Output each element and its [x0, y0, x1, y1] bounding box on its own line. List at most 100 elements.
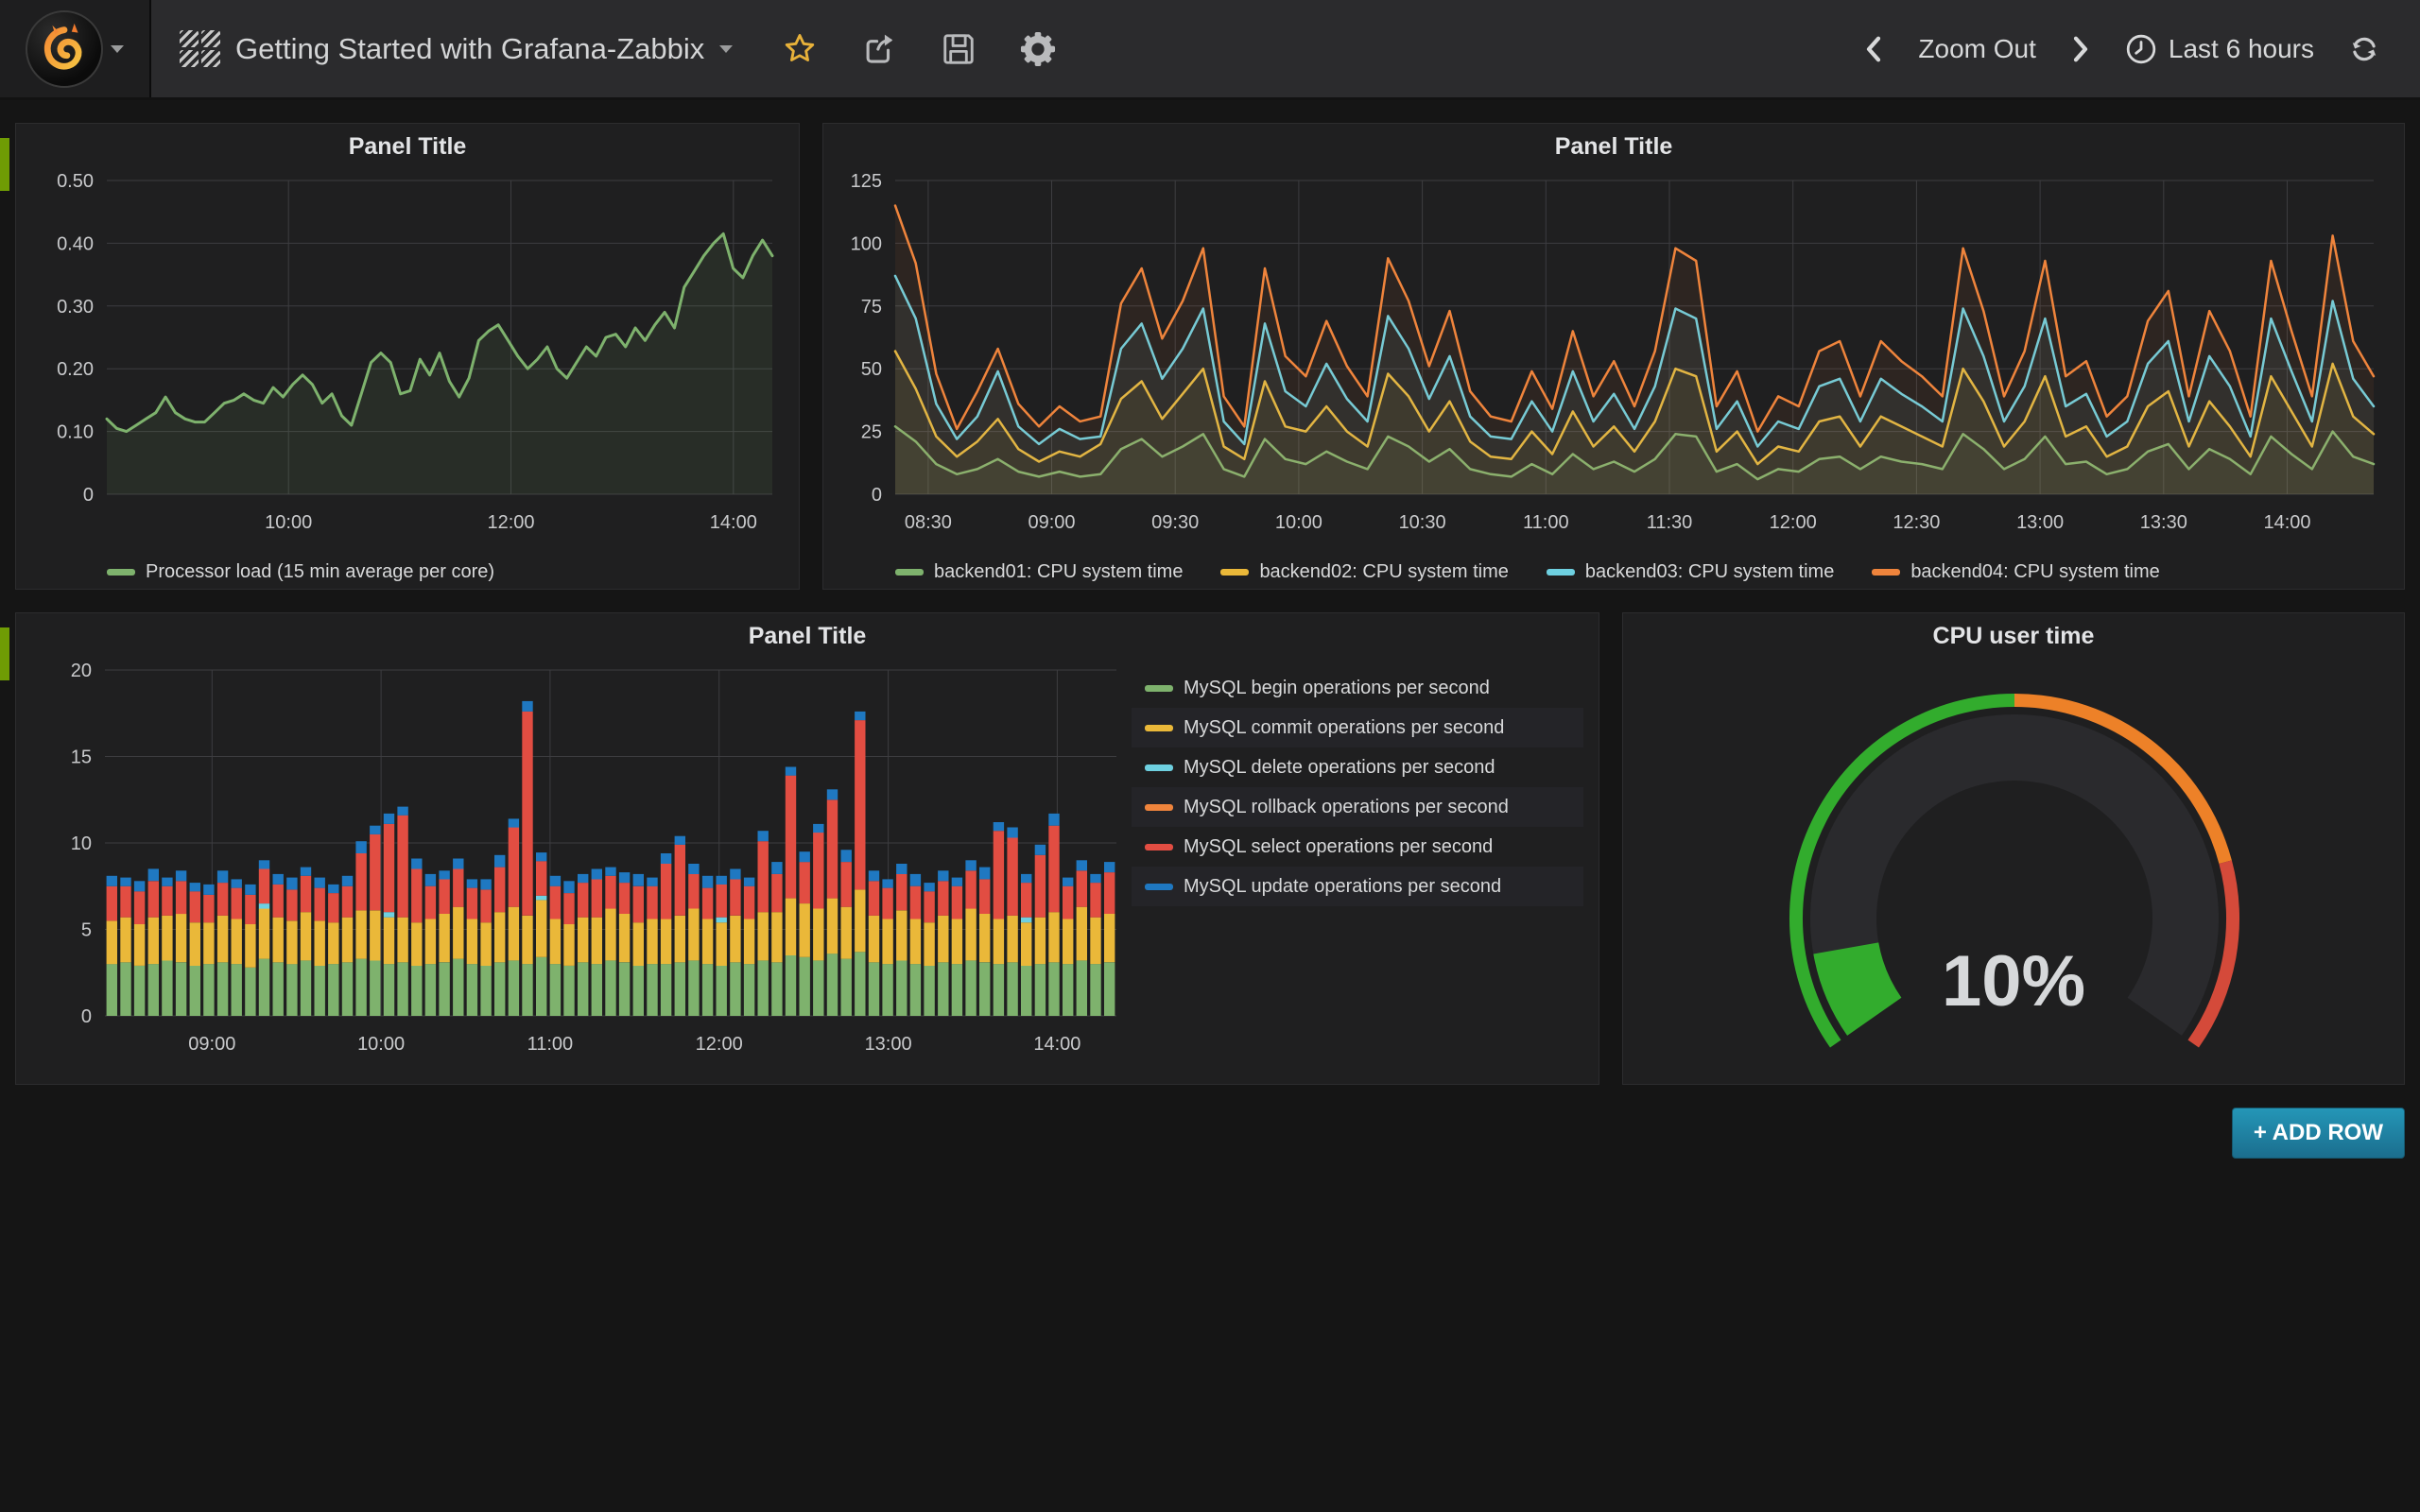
svg-text:75: 75 [861, 297, 882, 318]
legend-item[interactable]: MySQL select operations per second [1132, 827, 1583, 867]
grafana-logo-icon [26, 9, 103, 88]
row-menu-handle-2[interactable] [0, 627, 9, 680]
legend-color-dash [1546, 568, 1575, 576]
star-icon[interactable] [782, 31, 818, 67]
svg-text:12:00: 12:00 [1770, 512, 1817, 533]
svg-text:12:30: 12:30 [1893, 512, 1940, 533]
svg-text:5: 5 [81, 920, 92, 941]
legend-color-dash [1220, 568, 1250, 576]
refresh-icon [2352, 37, 2377, 60]
svg-text:50: 50 [861, 359, 882, 380]
cpu-system-time-chart[interactable]: 08:30 09:00 09:30 10:00 10:30 11:00 11:30 12:00… [833, 169, 2394, 554]
legend-item[interactable]: backend01: CPU system time [895, 561, 1183, 583]
legend-item[interactable]: MySQL delete operations per second [1132, 747, 1583, 787]
panel-title[interactable]: CPU user time [1932, 622, 2095, 649]
legend-color-dash [107, 568, 135, 576]
legend-color-dash [1145, 803, 1173, 811]
legend-color-dash [1145, 764, 1173, 771]
panel-title[interactable]: Panel Title [748, 622, 867, 649]
svg-text:10:00: 10:00 [357, 1034, 405, 1055]
gauge-value: 10% [1941, 941, 2086, 1022]
dashboard-caret-icon [719, 44, 734, 53]
legend-item[interactable]: MySQL update operations per second [1132, 867, 1583, 906]
chart-svg: 09:00 10:00 11:00 12:00 13:00 14:00 20 15 10 5 0 [71, 661, 1116, 1055]
legend-color-dash [1145, 684, 1173, 692]
legend: MySQL begin operations per second MySQL c… [1132, 668, 1583, 1079]
svg-text:13:00: 13:00 [865, 1034, 912, 1055]
legend-color-dash [1145, 843, 1173, 850]
legend-label: MySQL select operations per second [1184, 835, 1494, 857]
svg-text:10: 10 [71, 833, 92, 854]
svg-text:11:00: 11:00 [527, 1034, 574, 1055]
zoom-out-button[interactable]: Zoom Out [1918, 34, 2035, 64]
legend-label: backend01: CPU system time [934, 560, 1184, 582]
mysql-operations-chart[interactable]: 09:00 10:00 11:00 12:00 13:00 14:00 20 15 10 5 0 [26, 659, 1132, 1079]
svg-text:25: 25 [861, 422, 882, 443]
save-icon[interactable] [941, 31, 977, 67]
gauge-svg [1789, 694, 2240, 1048]
legend-item[interactable]: MySQL commit operations per second [1132, 708, 1583, 747]
time-controls: Zoom Out Last 6 hours [1863, 33, 2420, 65]
panel-processor-load: Panel Title 10:00 12:00 14:00 0.50 0.40 0.30 0… [15, 123, 800, 590]
legend-color-dash [1145, 883, 1173, 890]
legend-label: backend02: CPU system time [1259, 560, 1509, 582]
chart-svg: 10:00 12:00 14:00 0.50 0.40 0.30 0.20 0.10 0 [57, 171, 774, 533]
dashboard-picker[interactable]: Getting Started with Grafana-Zabbix [180, 30, 734, 67]
svg-text:09:00: 09:00 [188, 1034, 235, 1055]
time-back-button[interactable] [1863, 35, 1884, 63]
dashboard-title[interactable]: Getting Started with Grafana-Zabbix [235, 31, 705, 65]
logo-caret-icon [111, 44, 124, 53]
time-forward-button[interactable] [2070, 35, 2091, 63]
row-menu-handle-1[interactable] [0, 138, 9, 191]
legend-item[interactable]: MySQL begin operations per second [1132, 668, 1583, 708]
svg-text:14:00: 14:00 [2263, 512, 2310, 533]
svg-text:10:00: 10:00 [1275, 512, 1322, 533]
dashboard-body: Panel Title 10:00 12:00 14:00 0.50 0.40 0.30 0… [0, 100, 2420, 1512]
legend-label: MySQL rollback operations per second [1184, 796, 1509, 817]
legend-label: backend03: CPU system time [1584, 560, 1835, 582]
panel-cpu-user-time: CPU user time 10% [1622, 612, 2405, 1085]
legend-item[interactable]: backend04: CPU system time [1872, 561, 2160, 583]
processor-load-chart[interactable]: 10:00 12:00 14:00 0.50 0.40 0.30 0.20 0.10 0 [26, 169, 789, 554]
legend-label: MySQL update operations per second [1184, 875, 1502, 897]
panel-cpu-system-time: Panel Title 08:30 09:00 09:30 10:00 10:30 11:… [822, 123, 2405, 590]
panel-title[interactable]: Panel Title [348, 132, 467, 160]
svg-text:0.20: 0.20 [57, 359, 94, 380]
legend-item[interactable]: backend03: CPU system time [1546, 560, 1835, 583]
svg-text:125: 125 [851, 171, 882, 192]
svg-text:09:30: 09:30 [1151, 512, 1199, 533]
clock-icon [2126, 34, 2156, 63]
svg-text:13:00: 13:00 [2016, 512, 2064, 533]
legend: Processor load (15 min average per core) [107, 554, 789, 590]
panel-title[interactable]: Panel Title [1554, 132, 1673, 160]
add-row-button[interactable]: + ADD ROW [2231, 1108, 2405, 1159]
navbar: Getting Started with Grafana-Zabbix [0, 0, 2420, 100]
svg-text:10:00: 10:00 [265, 512, 312, 533]
svg-text:08:30: 08:30 [905, 512, 952, 533]
refresh-button[interactable] [2348, 33, 2380, 65]
grafana-logo-menu[interactable] [0, 0, 151, 97]
cpu-user-time-gauge [1633, 659, 2394, 1091]
gear-icon[interactable] [1020, 31, 1056, 67]
share-icon[interactable] [861, 31, 897, 67]
legend: backend01: CPU system time backend02: CPU… [895, 554, 2394, 590]
legend-label: MySQL begin operations per second [1184, 677, 1490, 698]
legend-label: MySQL delete operations per second [1184, 756, 1495, 778]
chart-svg: 08:30 09:00 09:30 10:00 10:30 11:00 11:30 12:00… [851, 171, 2376, 533]
svg-text:09:00: 09:00 [1028, 512, 1075, 533]
legend-item[interactable]: MySQL rollback operations per second [1132, 787, 1583, 827]
svg-text:11:30: 11:30 [1647, 512, 1693, 533]
legend-color-dash [1872, 568, 1901, 576]
panel-mysql-operations: Panel Title 09:00 10:00 11:00 12:00 13:00 14:… [15, 612, 1599, 1085]
time-range-picker[interactable]: Last 6 hours [2125, 33, 2314, 65]
svg-text:12:00: 12:00 [487, 512, 534, 533]
legend-label: Processor load (15 min average per core) [146, 560, 495, 582]
svg-text:0: 0 [83, 485, 94, 506]
svg-text:15: 15 [71, 747, 92, 768]
legend-item[interactable]: Processor load (15 min average per core) [107, 561, 494, 583]
svg-text:100: 100 [851, 233, 882, 254]
svg-text:12:00: 12:00 [696, 1034, 743, 1055]
dashboard-grid-icon [180, 30, 220, 67]
legend-item[interactable]: backend02: CPU system time [1220, 560, 1509, 583]
svg-text:0.10: 0.10 [57, 422, 94, 443]
